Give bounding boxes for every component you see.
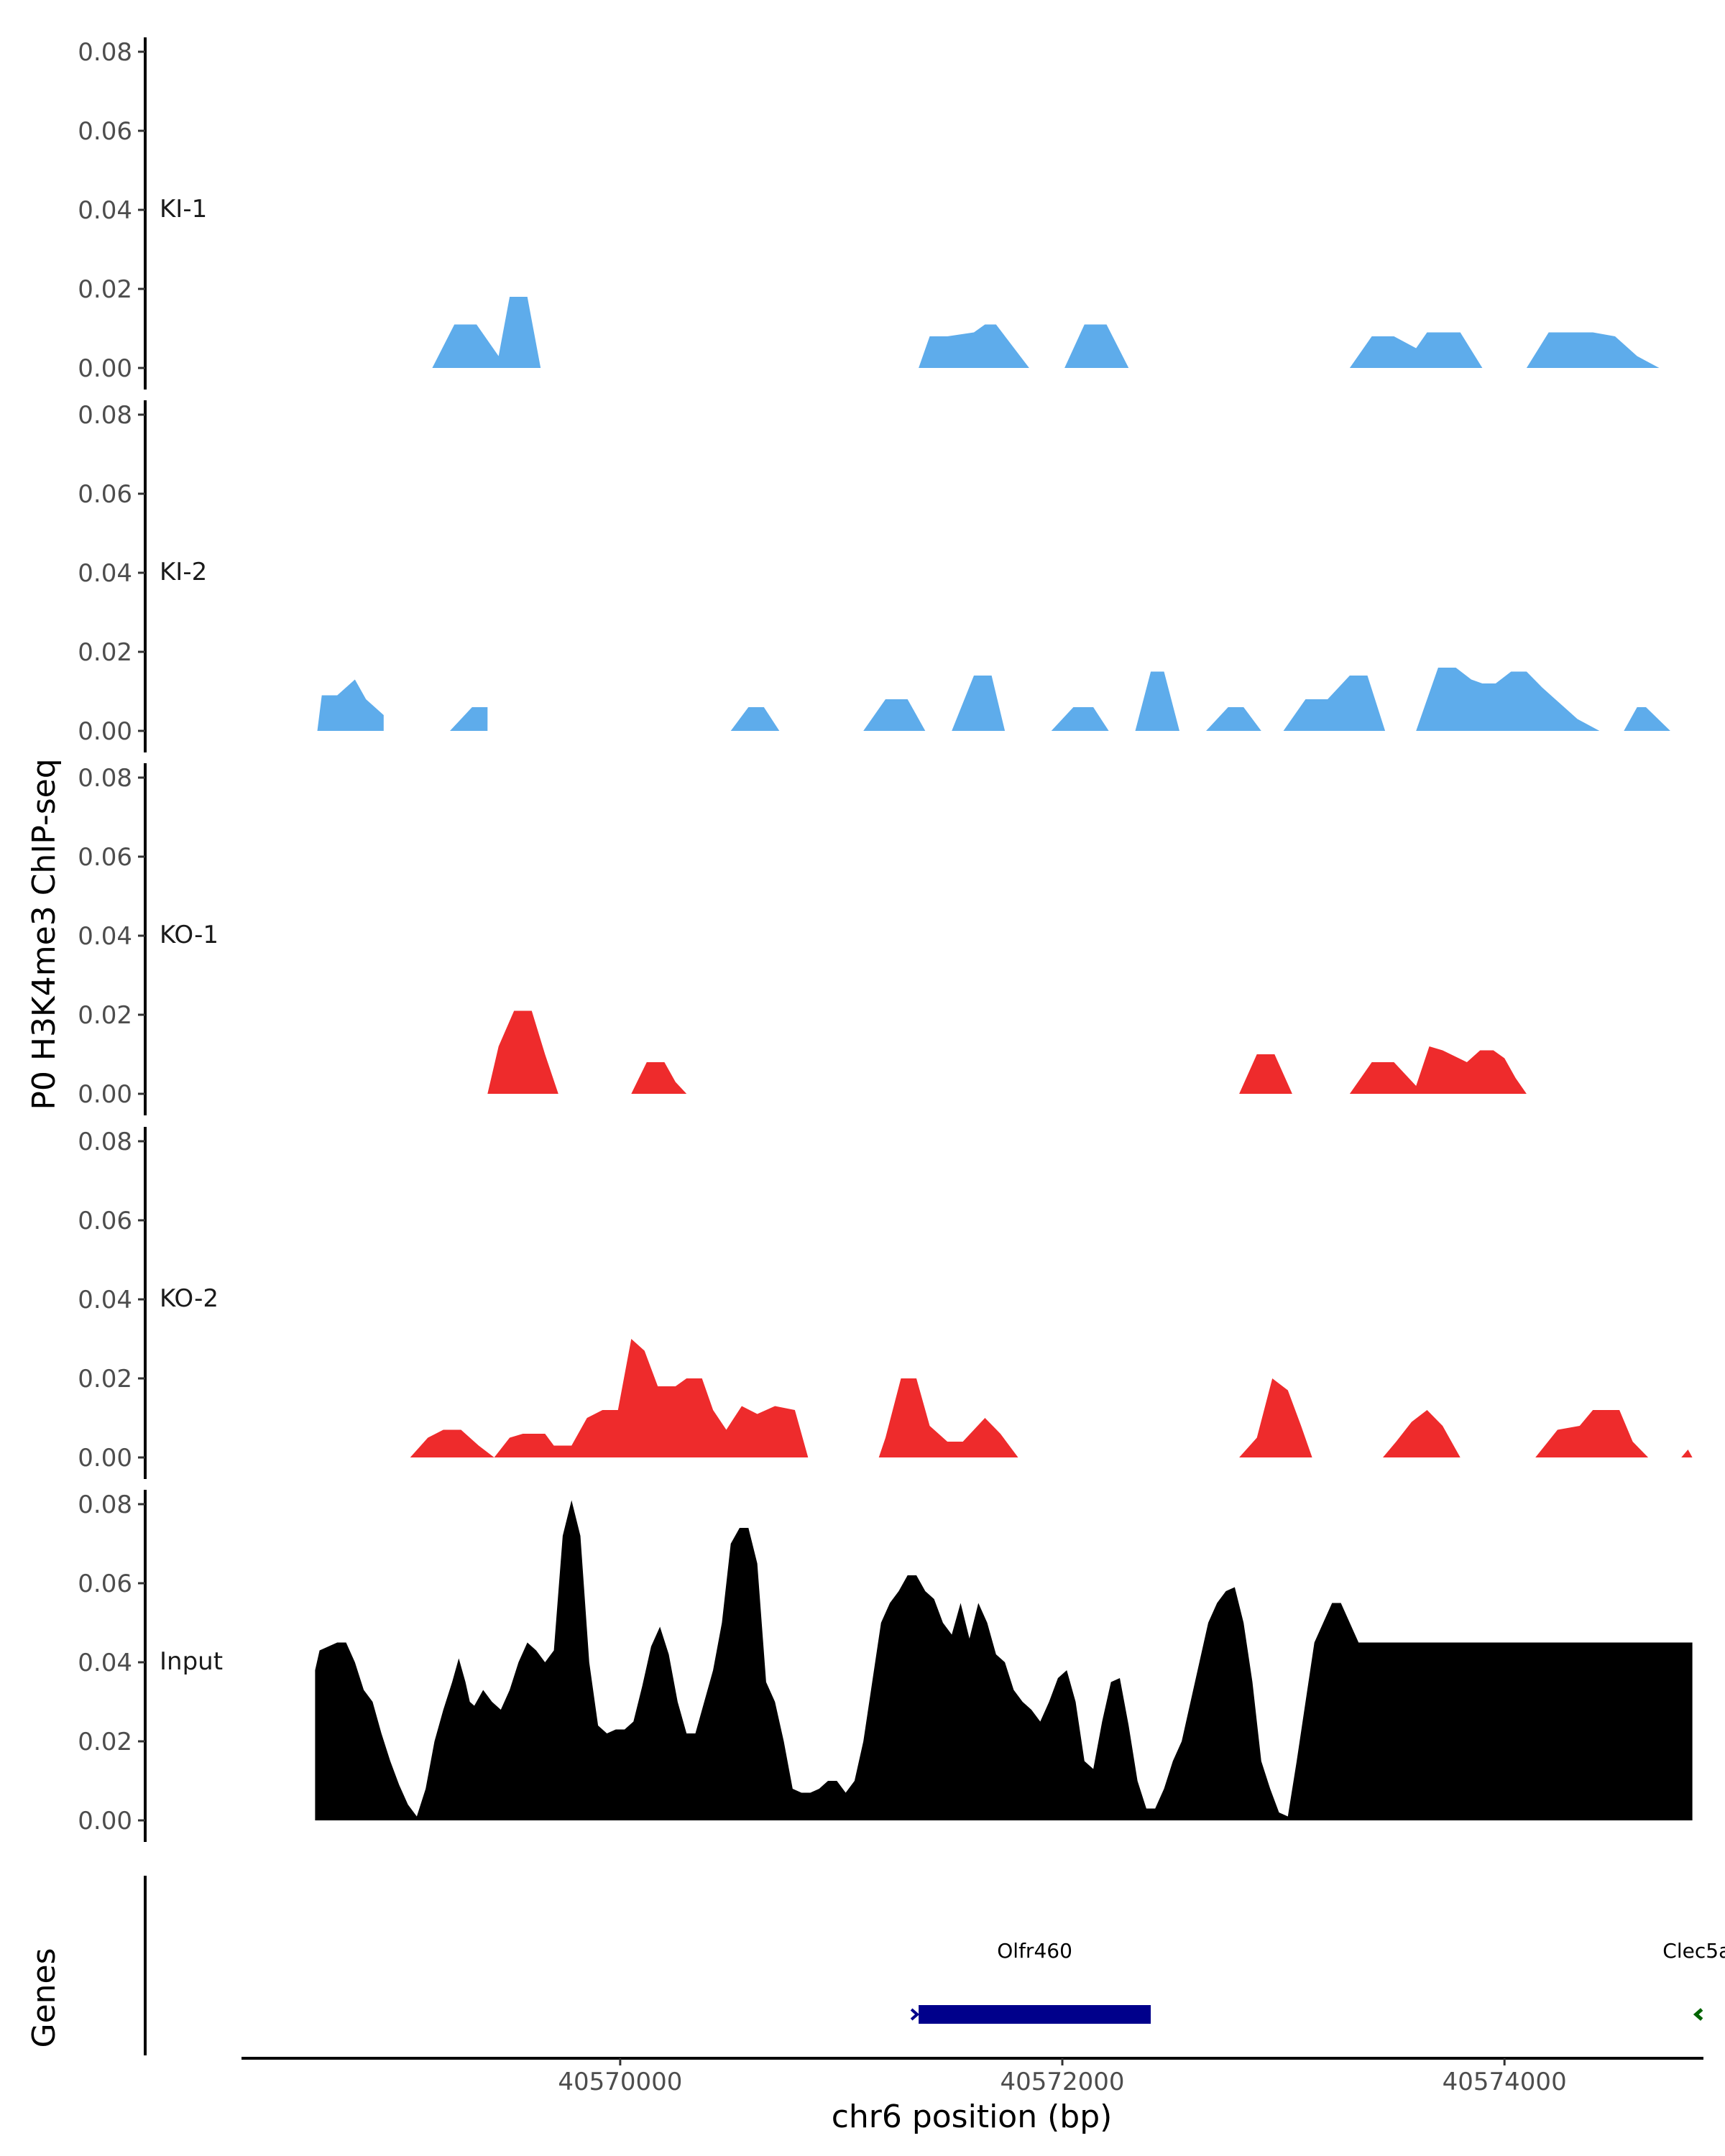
y-tick-label: 0.02 xyxy=(78,1365,132,1393)
coverage-area xyxy=(1681,1450,1693,1457)
gene-clec5a: Clec5a xyxy=(1662,1939,1725,2021)
coverage-area xyxy=(730,707,791,731)
coverage-area xyxy=(1024,707,1109,731)
y-tick-label: 0.04 xyxy=(78,196,132,225)
track-ko-2: 0.00 0.02 0.04 0.06 0.08 KO-2 xyxy=(78,1127,1693,1479)
y-tick-label: 0.06 xyxy=(78,1570,132,1598)
genes-layer: Olfr460 Clec5a xyxy=(144,1876,1725,2055)
coverage-area xyxy=(1206,707,1261,731)
coverage-area xyxy=(410,1339,809,1457)
strand-arrow-icon xyxy=(1693,2008,1703,2021)
coverage-area xyxy=(1274,668,1600,731)
x-tick-label: 40570000 xyxy=(558,2068,682,2096)
x-tick-label: 40574000 xyxy=(1443,2068,1567,2096)
track-ko-1: 0.00 0.02 0.04 0.06 0.08 KO-1 xyxy=(78,763,1527,1115)
y-tick-label: 0.06 xyxy=(78,117,132,146)
track-label: Input xyxy=(160,1647,223,1676)
y-tick-label: 0.06 xyxy=(78,480,132,509)
y-tick-label: 0.04 xyxy=(78,922,132,951)
coverage-area xyxy=(1239,1054,1292,1094)
coverage-area xyxy=(432,297,1660,368)
x-tick-label: 40572000 xyxy=(1000,2068,1124,2096)
coverage-area xyxy=(1239,1378,1312,1457)
y-tick-label: 0.06 xyxy=(78,1207,132,1235)
y-tick-label: 0.08 xyxy=(78,401,132,430)
y-tick-label: 0.00 xyxy=(78,717,132,746)
y-tick-label: 0.02 xyxy=(78,1728,132,1756)
y-tick-label: 0.00 xyxy=(78,1807,132,1835)
y-tick-label: 0.08 xyxy=(78,1128,132,1156)
x-axis: 40570000 40572000 40574000 xyxy=(242,2057,1703,2096)
y-tick-label: 0.02 xyxy=(78,275,132,304)
y-tick-label: 0.04 xyxy=(78,1286,132,1314)
coverage-area xyxy=(315,1500,1693,1820)
coverage-area xyxy=(1610,707,1670,731)
y-tick-label: 0.04 xyxy=(78,1649,132,1677)
coverage-area xyxy=(952,676,1006,731)
y-tick-label: 0.08 xyxy=(78,38,132,67)
coverage-area xyxy=(878,1378,1029,1457)
gene-body xyxy=(919,2005,1151,2024)
coverage-area xyxy=(1383,1410,1460,1457)
y-tick-label: 0.00 xyxy=(78,1080,132,1109)
genes-axis-title: Genes xyxy=(26,1948,63,2047)
y-tick-label: 0.08 xyxy=(78,1491,132,1519)
gene-label: Olfr460 xyxy=(997,1939,1072,1963)
y-tick-label: 0.06 xyxy=(78,843,132,872)
coverage-area xyxy=(317,679,384,731)
coverage-area xyxy=(620,1062,687,1094)
track-label: KO-2 xyxy=(160,1284,218,1313)
coverage-area xyxy=(1349,1046,1527,1094)
tracks-layer: 0.00 0.02 0.04 0.06 0.08 KI-1 0.00 0.02 0.04 0.06… xyxy=(78,37,1693,1842)
y-tick-label: 0.00 xyxy=(78,354,132,383)
y-tick-label: 0.00 xyxy=(78,1444,132,1473)
gene-label: Clec5a xyxy=(1662,1939,1725,1963)
y-axis-title: P0 H3K4me3 ChIP-seq xyxy=(26,758,63,1110)
track-label: KI-1 xyxy=(160,195,207,224)
track-label: KI-2 xyxy=(160,558,207,586)
track-label: KO-1 xyxy=(160,921,218,949)
y-tick-label: 0.08 xyxy=(78,764,132,793)
track-input: 0.00 0.02 0.04 0.06 0.08 Input xyxy=(78,1490,1693,1842)
coverage-area xyxy=(1535,1410,1649,1457)
coverage-area xyxy=(1117,671,1195,731)
x-axis-title: chr6 position (bp) xyxy=(832,2099,1113,2135)
coverage-area xyxy=(863,699,926,731)
coverage-area xyxy=(487,1010,558,1094)
y-tick-label: 0.02 xyxy=(78,1001,132,1030)
track-ki-1: 0.00 0.02 0.04 0.06 0.08 KI-1 xyxy=(78,37,1660,390)
gene-olfr460: Olfr460 xyxy=(910,1939,1151,2024)
y-tick-label: 0.04 xyxy=(78,559,132,588)
y-tick-label: 0.02 xyxy=(78,638,132,667)
strand-arrow-icon xyxy=(910,2008,920,2021)
coverage-area xyxy=(450,707,488,731)
track-ki-2: 0.00 0.02 0.04 0.06 0.08 KI-2 xyxy=(78,400,1670,752)
